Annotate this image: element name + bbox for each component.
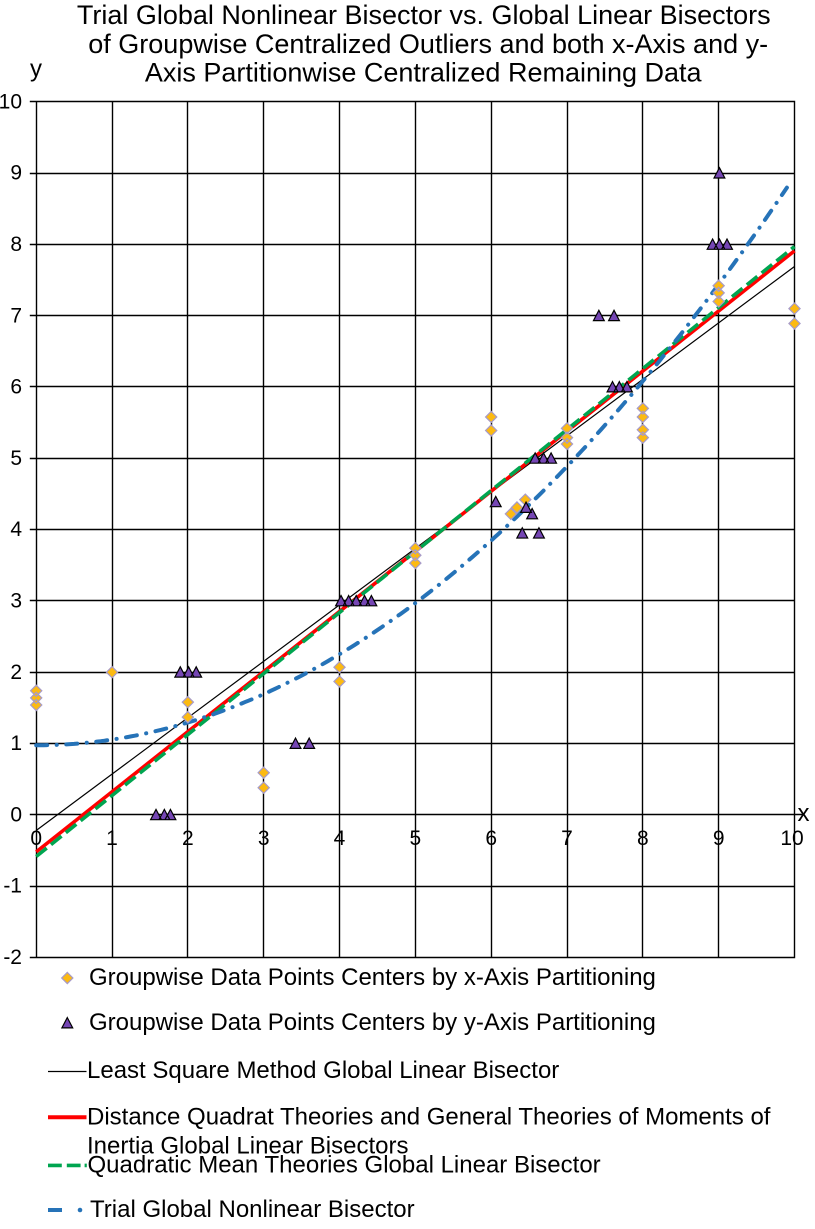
svg-text:x: x [798, 800, 810, 827]
svg-text:9: 9 [10, 162, 22, 185]
svg-text:5: 5 [410, 827, 422, 850]
svg-text:4: 4 [334, 827, 346, 850]
svg-text:Quadratic Mean Theories Global: Quadratic Mean Theories Global Linear Bi… [88, 1151, 601, 1178]
svg-text:Trial Global Nonlinear Bisecto: Trial Global Nonlinear Bisector [90, 1196, 415, 1223]
svg-text:Inertia Global Linear Bisector: Inertia Global Linear Bisectors [87, 1132, 409, 1159]
svg-text:Axis Partitionwise Centralized: Axis Partitionwise Centralized Remaining… [145, 58, 703, 88]
svg-text:1: 1 [10, 732, 22, 755]
svg-text:4: 4 [10, 518, 22, 541]
svg-text:Least Square Method Global Lin: Least Square Method Global Linear Bisect… [87, 1057, 559, 1084]
svg-text:Trial Global Nonlinear Bisecto: Trial Global Nonlinear Bisector vs. Glob… [77, 0, 771, 30]
svg-text:0: 0 [10, 803, 22, 826]
svg-text:y: y [30, 56, 42, 83]
svg-text:3: 3 [10, 590, 22, 613]
svg-text:Groupwise Data Points Centers: Groupwise Data Points Centers by x-Axis … [89, 964, 656, 991]
svg-text:Distance Quadrat Theories and: Distance Quadrat Theories and General Th… [87, 1103, 771, 1130]
svg-text:Groupwise Data Points Centers: Groupwise Data Points Centers by y-Axis … [89, 1009, 656, 1036]
svg-text:9: 9 [713, 827, 725, 850]
svg-text:10: 10 [0, 90, 22, 113]
svg-text:of Groupwise Centralized Outli: of Groupwise Centralized Outliers and bo… [88, 29, 768, 59]
svg-text:7: 7 [561, 827, 573, 850]
svg-text:0: 0 [30, 827, 42, 850]
svg-text:3: 3 [258, 827, 270, 850]
svg-text:2: 2 [10, 661, 22, 684]
svg-text:-1: -1 [3, 875, 22, 898]
svg-text:5: 5 [10, 447, 22, 470]
svg-text:2: 2 [182, 827, 194, 850]
svg-text:8: 8 [10, 233, 22, 256]
svg-text:10: 10 [780, 827, 803, 850]
svg-text:8: 8 [637, 827, 649, 850]
svg-text:1: 1 [106, 827, 118, 850]
svg-text:-2: -2 [3, 946, 22, 969]
svg-text:6: 6 [10, 376, 22, 399]
svg-text:7: 7 [10, 304, 22, 327]
svg-text:6: 6 [485, 827, 497, 850]
